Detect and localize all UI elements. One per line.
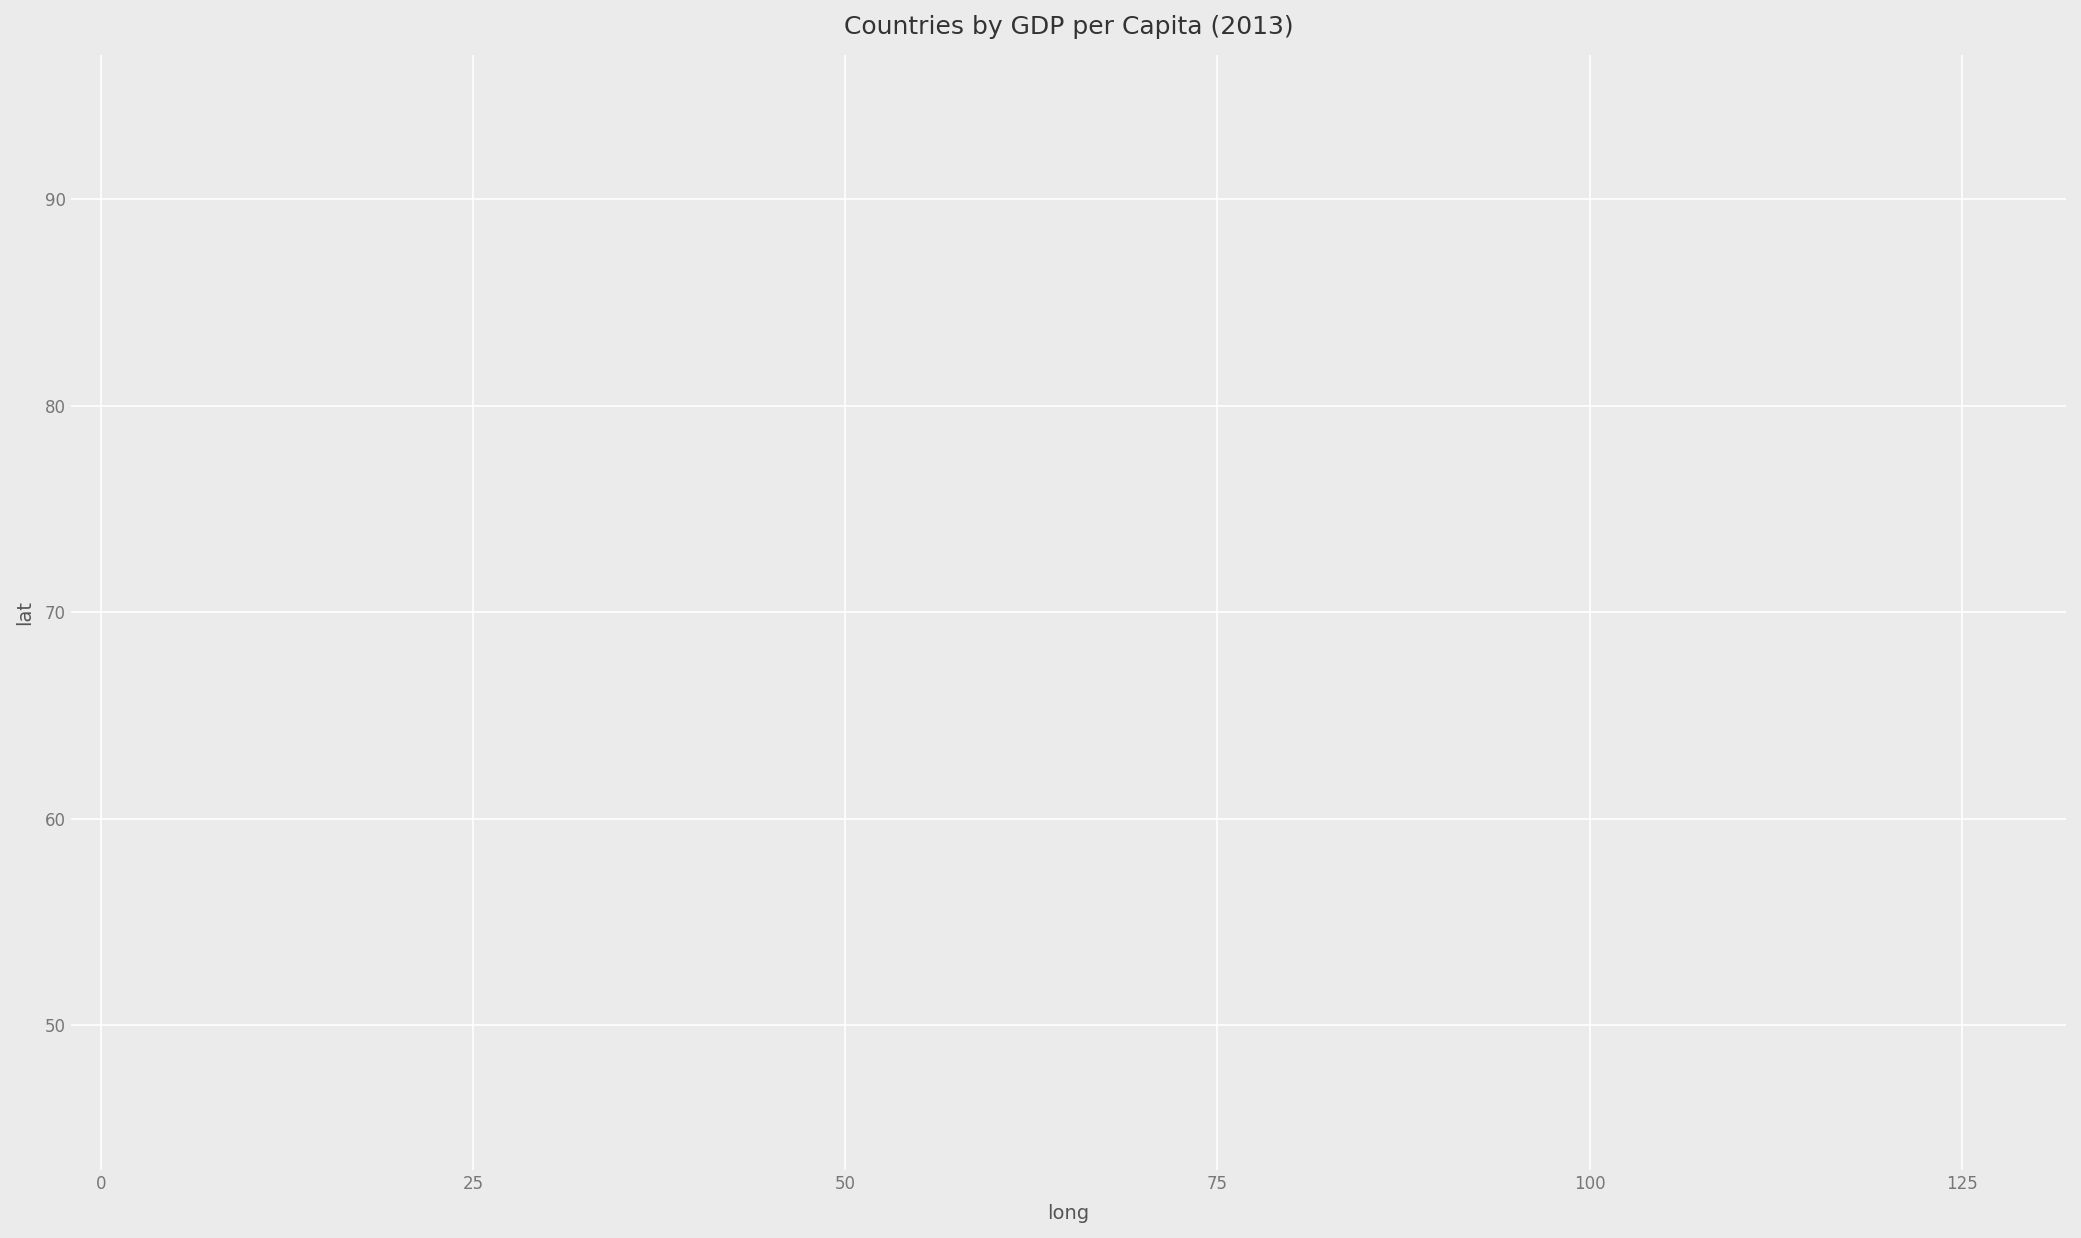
X-axis label: long: long [1047, 1205, 1090, 1223]
Title: Countries by GDP per Capita (2013): Countries by GDP per Capita (2013) [843, 15, 1292, 40]
Y-axis label: lat: lat [15, 600, 33, 625]
